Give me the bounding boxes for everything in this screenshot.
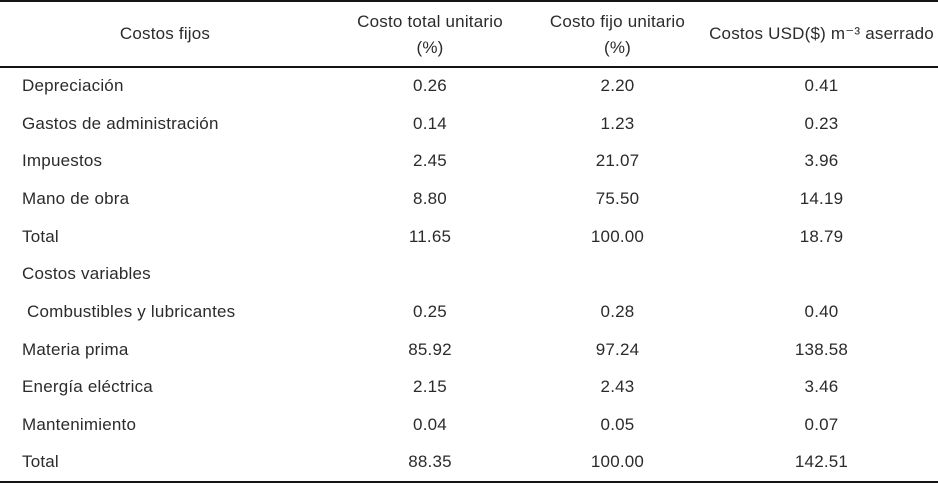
header-row: Costos fijos Costo total unitario (%) Co… <box>0 1 938 68</box>
value-cell: 2.43 <box>600 377 635 397</box>
table-row: Depreciación 0.26 2.20 0.41 <box>0 67 938 105</box>
value-cell: 0.25 <box>413 301 447 321</box>
table-row: Combustibles y lubricantes 0.25 0.28 0.4… <box>0 293 938 331</box>
row-label: Energía eléctrica <box>22 377 153 397</box>
value-cell: 0.14 <box>413 113 447 133</box>
row-label: Impuestos <box>22 151 103 171</box>
value-cell: 85.92 <box>408 339 452 359</box>
value-cell: 100.00 <box>590 226 645 246</box>
table-row: Mano de obra 8.80 75.50 14.19 <box>0 180 938 218</box>
value-cell: 2.15 <box>413 377 447 397</box>
header-costo-fijo-unitario: Costo fijo unitario (%) <box>530 1 705 68</box>
row-label: Total <box>22 452 59 472</box>
value-cell: 3.96 <box>804 151 839 171</box>
header-label: Costos USD($) m⁻³ aserrado <box>709 24 934 43</box>
section-label: Costos variables <box>22 264 151 284</box>
value-cell: 3.46 <box>804 377 839 397</box>
value-cell: 8.80 <box>413 188 447 208</box>
header-unit: (%) <box>603 38 632 58</box>
table-row: Energía eléctrica 2.15 2.43 3.46 <box>0 369 938 407</box>
value-cell <box>530 255 705 293</box>
header-costos-fijos: Costos fijos <box>0 1 330 68</box>
value-cell: 0.05 <box>600 415 635 435</box>
row-label: Gastos de administración <box>22 113 219 133</box>
table-row-total-variables: Total 88.35 100.00 142.51 <box>0 444 938 482</box>
value-cell: 0.26 <box>413 76 447 96</box>
row-label: Total <box>22 226 59 246</box>
value-cell: 142.51 <box>794 452 849 472</box>
row-label: Materia prima <box>22 339 129 359</box>
header-label: Costo fijo unitario <box>549 11 686 31</box>
header-costo-total-unitario: Costo total unitario (%) <box>330 1 530 68</box>
value-cell: 0.28 <box>600 301 635 321</box>
value-cell: 88.35 <box>408 452 452 472</box>
table-row: Gastos de administración 0.14 1.23 0.23 <box>0 105 938 143</box>
value-cell: 11.65 <box>408 226 452 246</box>
value-cell: 97.24 <box>595 339 640 359</box>
table-row: Materia prima 85.92 97.24 138.58 <box>0 331 938 369</box>
value-cell: 2.20 <box>600 76 635 96</box>
value-cell: 21.07 <box>595 151 640 171</box>
table-row: Impuestos 2.45 21.07 3.96 <box>0 142 938 180</box>
row-label: Combustibles y lubricantes <box>27 301 236 321</box>
table-body: Depreciación 0.26 2.20 0.41 Gastos de ad… <box>0 67 938 482</box>
table-header: Costos fijos Costo total unitario (%) Co… <box>0 1 938 68</box>
table-row-total-fijos: Total 11.65 100.00 18.79 <box>0 218 938 256</box>
value-cell <box>330 255 530 293</box>
header-label: Costos fijos <box>119 24 211 43</box>
value-cell <box>705 255 938 293</box>
value-cell: 100.00 <box>590 452 645 472</box>
value-cell: 75.50 <box>595 188 640 208</box>
table-row: Mantenimiento 0.04 0.05 0.07 <box>0 406 938 444</box>
value-cell: 0.07 <box>804 415 839 435</box>
value-cell: 1.23 <box>600 113 635 133</box>
value-cell: 0.40 <box>804 301 839 321</box>
row-label: Mano de obra <box>22 188 130 208</box>
value-cell: 2.45 <box>413 151 447 171</box>
value-cell: 14.19 <box>799 188 844 208</box>
section-row-costos-variables: Costos variables <box>0 255 938 293</box>
header-unit: (%) <box>416 38 444 58</box>
value-cell: 18.79 <box>799 226 844 246</box>
value-cell: 0.04 <box>413 415 447 435</box>
header-label: Costo total unitario <box>357 11 503 31</box>
row-label: Mantenimiento <box>22 415 137 435</box>
value-cell: 0.23 <box>804 113 839 133</box>
row-label: Depreciación <box>22 76 124 96</box>
header-costos-usd: Costos USD($) m⁻³ aserrado <box>705 1 938 68</box>
value-cell: 0.41 <box>804 76 839 96</box>
value-cell: 138.58 <box>794 339 849 359</box>
